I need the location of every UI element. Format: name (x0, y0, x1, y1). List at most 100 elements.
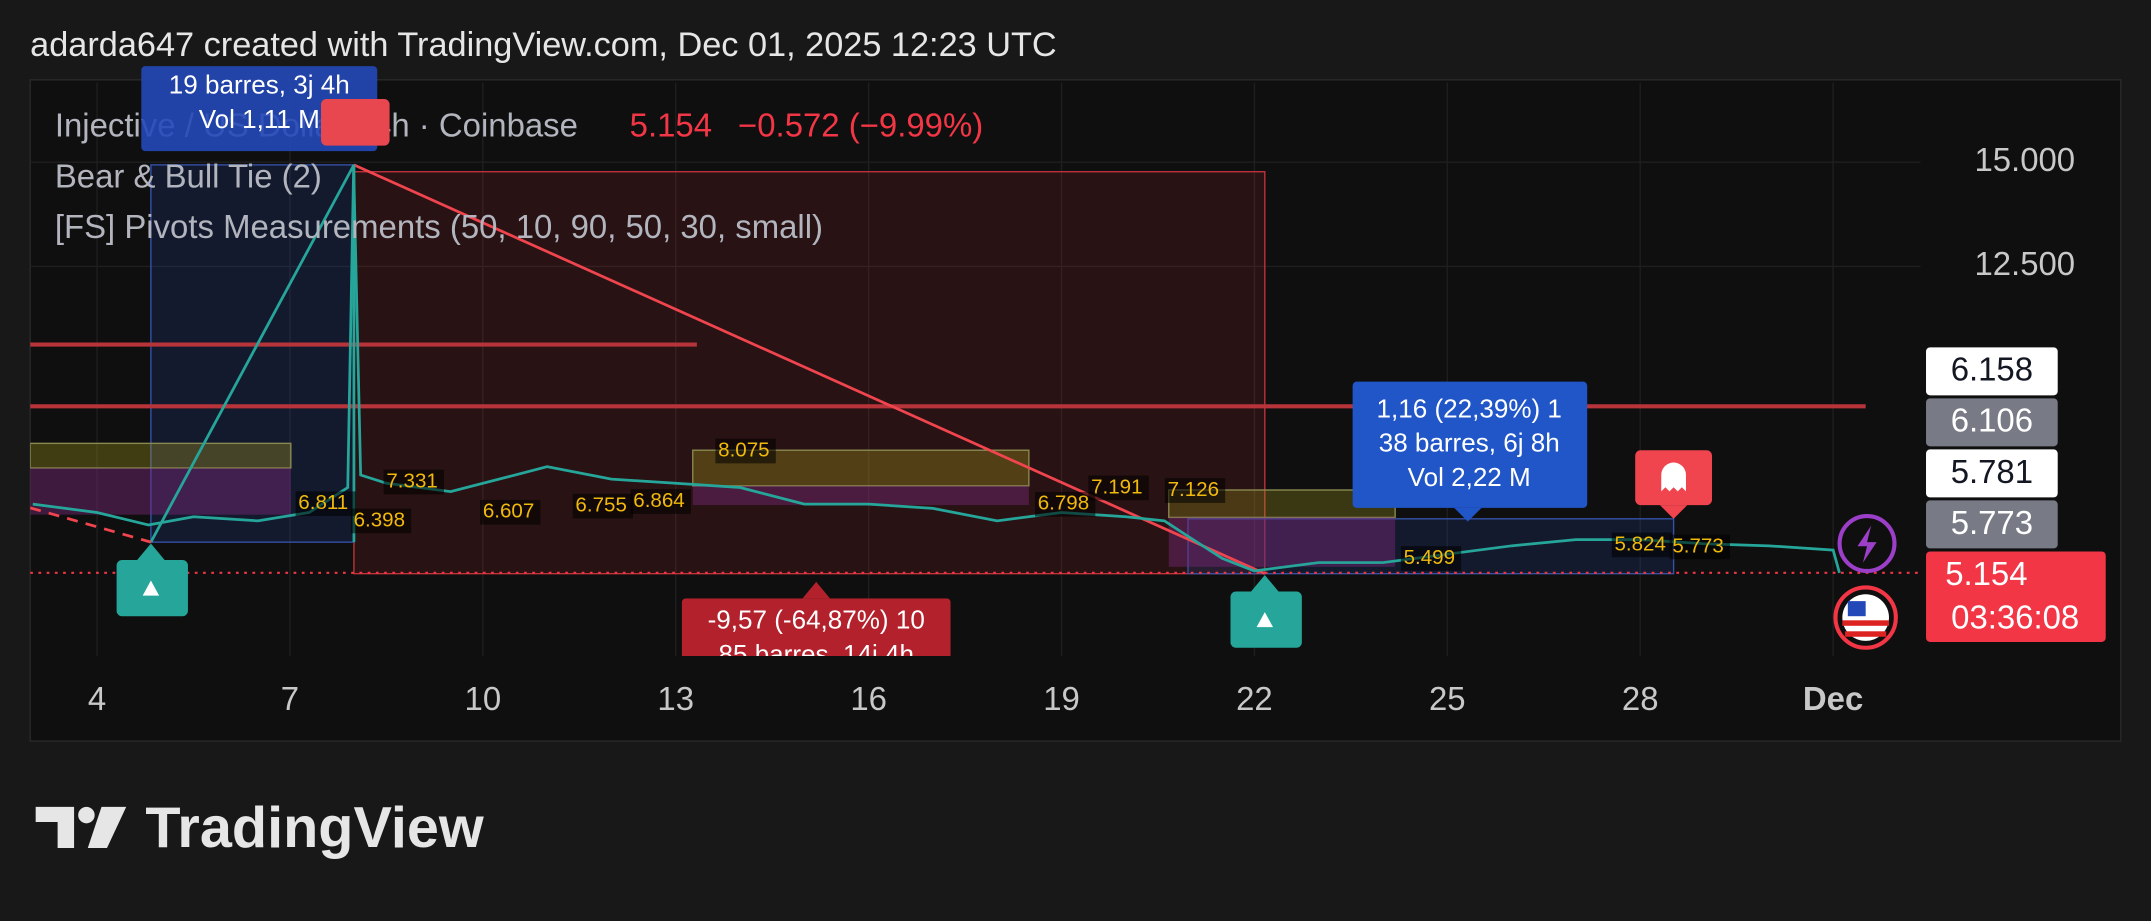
zone (692, 485, 1029, 506)
pivot-bg (1164, 478, 1226, 503)
price-badge-label: 6.158 (1951, 351, 2033, 388)
pivot-bg (715, 438, 776, 464)
sell-signal (1635, 450, 1713, 519)
price-badges: 6.158 6.106 5.781 5.773 5.154 03:36:08 (1926, 347, 2106, 642)
pivot-label: 6.755 (575, 493, 626, 516)
measure-text: Vol 2,22 M (1408, 462, 1531, 492)
pointer (1454, 507, 1482, 522)
price-badge (1926, 500, 2058, 549)
x-tick-label: 4 (88, 680, 106, 717)
measure-text: 38 barres, 6j 8h (1379, 428, 1560, 458)
price-badge (1926, 398, 2058, 447)
pivot-bg (630, 489, 691, 514)
pivot-bg (1669, 534, 1730, 560)
pivot-label: 6.811 (298, 491, 348, 514)
pivot: 5.824 (1611, 532, 1673, 558)
pivot: 7.126 (1164, 478, 1226, 503)
pivot-label: 6.864 (633, 489, 684, 512)
price-badge-label: 5.154 (1945, 555, 2027, 592)
pivot: 5.773 (1669, 534, 1730, 560)
pivot-bg (1034, 491, 1096, 517)
last-price: 5.154 (630, 107, 712, 144)
zone (1168, 517, 1396, 567)
pivot-label: 6.398 (354, 508, 405, 531)
measure-text: 1,16 (22,39%) 1 (1377, 393, 1562, 423)
trend-line (30, 506, 152, 544)
price-badge (1926, 347, 2058, 396)
x-tick-label: 7 (281, 680, 299, 717)
price-badge-label: 6.106 (1951, 402, 2033, 439)
header: adarda647 created with TradingView.com, … (30, 26, 1057, 64)
x-tick-label: 28 (1622, 680, 1659, 717)
flag-badge (321, 99, 390, 146)
pivot-label: 7.191 (1091, 475, 1142, 498)
countdown: 03:36:08 (1951, 599, 2079, 636)
lightning-icon (1837, 514, 1897, 573)
pivot: 8.075 (715, 438, 776, 464)
pivot: 7.191 (1088, 475, 1149, 501)
zone (30, 442, 292, 469)
measure-box (1352, 381, 1588, 508)
pivot-label: 5.499 (1404, 546, 1455, 569)
pointer (802, 581, 830, 599)
buy-signal (116, 543, 188, 617)
pivot: 7.331 (383, 469, 445, 495)
change: −0.572 (−9.99%) (738, 107, 983, 144)
price-badge-label: 5.781 (1951, 453, 2033, 490)
x-tick-label: 22 (1236, 680, 1273, 717)
trend-line (353, 163, 1266, 575)
trend-line (149, 164, 356, 543)
measure-box (141, 66, 378, 152)
measure-text: 19 barres, 3j 4h (169, 70, 350, 100)
price-badge (1926, 449, 2058, 498)
y-tick-label: 15.000 (1974, 141, 2075, 178)
pivot: 6.398 (350, 508, 412, 534)
pivot-label: 5.773 (1672, 534, 1723, 557)
measure-box (681, 598, 951, 656)
pivot-label: 5.824 (1614, 532, 1665, 555)
price-badge-label: 5.773 (1951, 504, 2033, 541)
brand: TradingView (145, 796, 483, 860)
pivot-label: 6.607 (483, 500, 534, 523)
pivot: 6.864 (630, 489, 691, 514)
pivot-bg (572, 493, 634, 519)
measure-text: Vol 1,11 M (199, 104, 320, 134)
y-tick-label: 12.500 (1974, 245, 2075, 282)
x-tick-label: 13 (657, 680, 694, 717)
measure-text: -9,57 (-64,87%) 10 (708, 605, 925, 635)
measure-group: -9,57 (-64,87%) 10 85 barres, 14j 4h (681, 598, 951, 669)
pivot: 6.607 (480, 499, 541, 525)
grid (30, 82, 1921, 656)
pivot: 5.499 (1400, 546, 1462, 571)
x-tick-label: 25 (1429, 680, 1466, 717)
chart-panel (29, 79, 2122, 742)
measure-text: 85 barres, 14j 4h (718, 639, 913, 669)
x-tick-label: Dec (1803, 680, 1863, 717)
pivot-label: 6.798 (1038, 492, 1089, 515)
pivot-bg (1088, 475, 1149, 501)
pivot-bg (295, 491, 356, 517)
pivot-label: 7.126 (1168, 478, 1219, 501)
pivot-bg (1400, 546, 1462, 571)
pivot: 6.755 (572, 493, 634, 519)
flag-icon (1833, 585, 1898, 650)
indicator: Bear & Bull Tie (2) (55, 157, 322, 194)
buy-signal (1230, 575, 1302, 648)
x-tick-label: 19 (1043, 680, 1080, 717)
pivot-bg (383, 469, 445, 495)
pivot-label: 7.331 (386, 469, 437, 492)
x-tick-label: 10 (465, 680, 502, 717)
indicator: [FS] Pivots Measurements (50, 10, 90, 50… (55, 208, 823, 245)
zone (30, 468, 291, 515)
price-badge (1926, 551, 2106, 642)
pivot-bg (480, 499, 541, 525)
pivot-bg (1611, 532, 1673, 558)
pivot-bg (350, 508, 412, 534)
pivot: 6.811 (295, 491, 356, 517)
pivot: 6.798 (1034, 491, 1096, 517)
x-tick-label: 16 (850, 680, 887, 717)
logo (35, 806, 127, 849)
pivot-label: 8.075 (718, 438, 769, 461)
